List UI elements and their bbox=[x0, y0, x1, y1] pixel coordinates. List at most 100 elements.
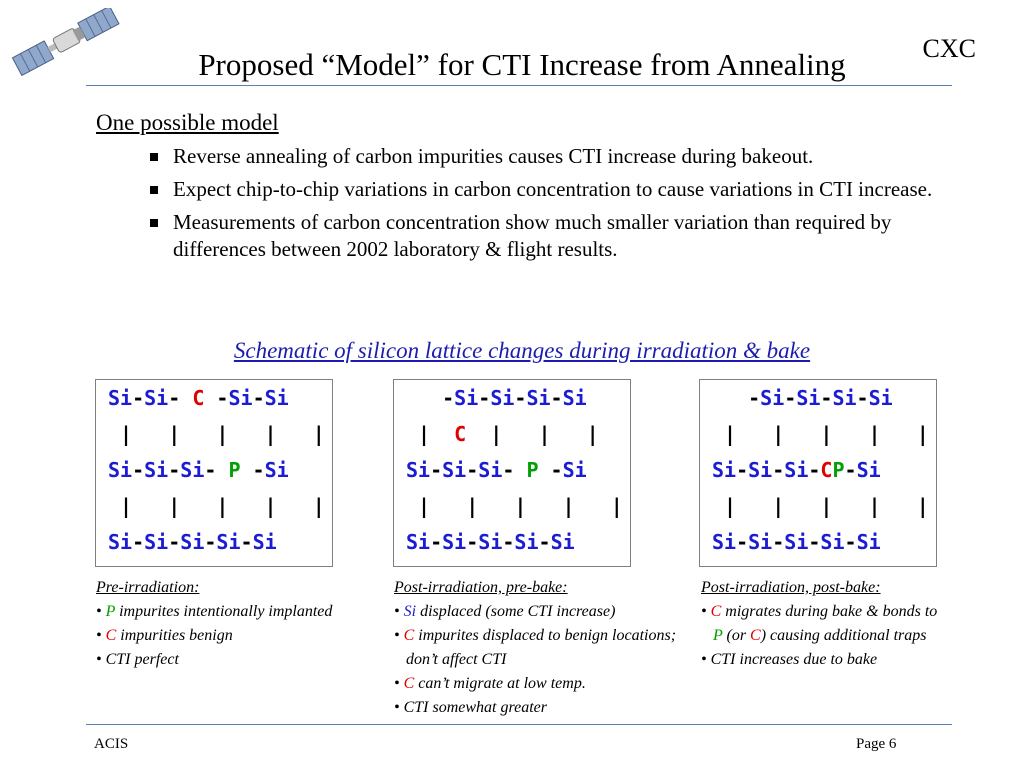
lattice-post-irradiation-post-bake: -Si-Si-Si-Si | | | | | Si-Si-Si-CP-Si | |… bbox=[699, 379, 937, 567]
caption-text: • CTI somewhat greater bbox=[394, 699, 548, 716]
bullet-list: Reverse annealing of carbon impurities c… bbox=[147, 143, 947, 269]
caption-text: • bbox=[394, 675, 404, 692]
bond: | | | | | bbox=[108, 494, 325, 518]
square-bullet-icon bbox=[150, 219, 158, 227]
silicon-atom: Si bbox=[264, 386, 289, 410]
caption-heading: Post-irradiation, post-bake: bbox=[701, 579, 881, 596]
caption-text: displaced (some CTI increase) bbox=[416, 603, 616, 620]
header-divider bbox=[86, 85, 952, 86]
caption-text: migrates during bake & bonds to bbox=[721, 603, 938, 620]
caption-text: ) causing additional traps bbox=[760, 627, 927, 644]
caption-item: • C can’t migrate at low temp. bbox=[394, 672, 684, 696]
caption-post-irradiation-post-bake: Post-irradiation, post-bake: • C migrates… bbox=[701, 576, 941, 672]
lattice-row: Si-Si-Si-CP-Si bbox=[700, 458, 948, 482]
caption-item: • CTI increases due to bake bbox=[701, 648, 941, 672]
bond: | | | bbox=[466, 422, 599, 446]
bond: - bbox=[132, 530, 145, 554]
bond: - bbox=[132, 458, 145, 482]
bond: - bbox=[784, 386, 797, 410]
silicon-atom: Si bbox=[748, 530, 773, 554]
silicon-atom: Si bbox=[820, 530, 845, 554]
silicon-atom: Si bbox=[228, 386, 253, 410]
caption-text: C bbox=[403, 627, 415, 644]
page-number: Page 6 bbox=[856, 736, 897, 752]
section-heading: One possible model bbox=[96, 110, 279, 135]
schematic-title: Schematic of silicon lattice changes dur… bbox=[233, 338, 811, 363]
phosphorus-atom: P bbox=[832, 458, 845, 482]
satellite-logo bbox=[11, 8, 120, 77]
square-bullet-icon bbox=[150, 153, 158, 161]
bond: - bbox=[844, 458, 857, 482]
silicon-atom: Si bbox=[144, 458, 169, 482]
bond: | | | | | bbox=[712, 494, 929, 518]
silicon-atom: Si bbox=[454, 386, 479, 410]
bond: - bbox=[168, 386, 193, 410]
bond: - bbox=[406, 386, 455, 410]
caption-item: • CTI somewhat greater bbox=[394, 696, 684, 720]
bond: - bbox=[808, 458, 821, 482]
bond: - bbox=[550, 386, 563, 410]
silicon-atom: Si bbox=[108, 530, 133, 554]
caption-item: • P impurites intentionally implanted bbox=[96, 600, 336, 624]
bond: - bbox=[856, 386, 869, 410]
silicon-atom: Si bbox=[514, 530, 539, 554]
bullet-text: Expect chip-to-chip variations in carbon… bbox=[173, 177, 933, 201]
caption-text: • bbox=[394, 603, 404, 620]
silicon-atom: Si bbox=[562, 386, 587, 410]
caption-heading: Post-irradiation, pre-bake: bbox=[394, 579, 568, 596]
carbon-atom: C bbox=[454, 422, 467, 446]
caption-item: • Si displaced (some CTI increase) bbox=[394, 600, 684, 624]
lattice-row: -Si-Si-Si-Si bbox=[394, 386, 642, 410]
lattice-row: | | | | | bbox=[96, 422, 344, 446]
silicon-atom: Si bbox=[264, 458, 289, 482]
bullet-text: Measurements of carbon concentration sho… bbox=[173, 210, 892, 261]
silicon-atom: Si bbox=[216, 530, 241, 554]
bond: - bbox=[168, 458, 181, 482]
lattice-row: | | | | | bbox=[96, 494, 344, 518]
silicon-atom: Si bbox=[180, 530, 205, 554]
caption-text: • CTI perfect bbox=[96, 651, 179, 668]
lattice-row: Si-Si-Si- P -Si bbox=[96, 458, 344, 482]
bond: - bbox=[430, 530, 443, 554]
lattice-post-irradiation-pre-bake: -Si-Si-Si-Si | C | | | Si-Si-Si- P -Si | … bbox=[393, 379, 631, 567]
bond: - bbox=[204, 530, 217, 554]
silicon-atom: Si bbox=[108, 458, 133, 482]
bond: - bbox=[240, 458, 265, 482]
bond: - bbox=[538, 458, 563, 482]
bond: | | | | | bbox=[108, 422, 325, 446]
silicon-atom: Si bbox=[108, 386, 133, 410]
caption-item: • C impurities benign bbox=[96, 624, 336, 648]
caption-text: P bbox=[713, 627, 723, 644]
silicon-atom: Si bbox=[406, 458, 431, 482]
phosphorus-atom: P bbox=[526, 458, 539, 482]
silicon-atom: Si bbox=[856, 530, 881, 554]
caption-text: P bbox=[105, 603, 116, 620]
silicon-atom: Si bbox=[868, 386, 893, 410]
silicon-atom: Si bbox=[760, 386, 785, 410]
bullet-item: Reverse annealing of carbon impurities c… bbox=[147, 143, 947, 170]
bond: | | | | | bbox=[406, 494, 623, 518]
lattice-row: | | | | | bbox=[394, 494, 642, 518]
bond: - bbox=[514, 386, 527, 410]
silicon-atom: Si bbox=[856, 458, 881, 482]
silicon-atom: Si bbox=[252, 530, 277, 554]
bond: | bbox=[406, 422, 455, 446]
silicon-atom: Si bbox=[712, 530, 737, 554]
carbon-atom: C bbox=[820, 458, 833, 482]
silicon-atom: Si bbox=[526, 386, 551, 410]
footer-divider bbox=[86, 724, 952, 725]
silicon-atom: Si bbox=[144, 530, 169, 554]
caption-text: C bbox=[105, 627, 117, 644]
bond: - bbox=[466, 458, 479, 482]
lattice-pre-irradiation: Si-Si- C -Si-Si | | | | | Si-Si-Si- P -Si… bbox=[95, 379, 333, 567]
silicon-atom: Si bbox=[832, 386, 857, 410]
bond: - bbox=[168, 530, 181, 554]
silicon-atom: Si bbox=[748, 458, 773, 482]
bond: - bbox=[252, 386, 265, 410]
bond: - bbox=[808, 530, 821, 554]
caption-pre-irradiation: Pre-irradiation: • P impurites intentiona… bbox=[96, 576, 336, 672]
caption-heading: Pre-irradiation: bbox=[96, 579, 200, 596]
bullet-item: Measurements of carbon concentration sho… bbox=[147, 209, 947, 263]
lattice-row: | | | | | bbox=[700, 494, 948, 518]
silicon-atom: Si bbox=[784, 530, 809, 554]
